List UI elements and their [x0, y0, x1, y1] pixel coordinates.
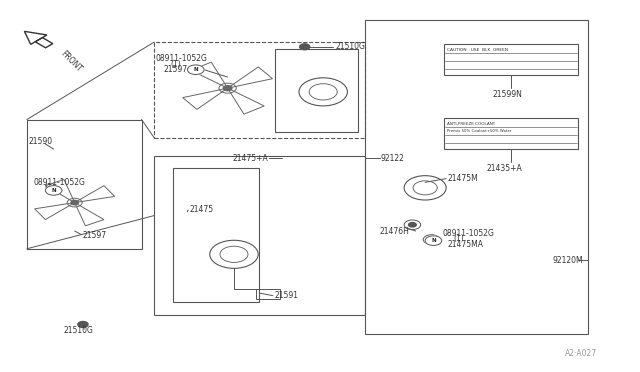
Text: N: N	[193, 67, 198, 72]
Circle shape	[408, 222, 416, 227]
Bar	[256, 289, 280, 299]
Text: 92120M: 92120M	[552, 256, 583, 265]
Bar	[154, 157, 365, 315]
Bar	[275, 49, 358, 132]
Text: N: N	[51, 188, 56, 193]
Text: CAUTION   USE  BLK  GREEN: CAUTION USE BLK GREEN	[447, 48, 509, 52]
Circle shape	[300, 44, 310, 50]
Text: (1): (1)	[45, 183, 56, 192]
Text: N: N	[431, 238, 436, 243]
Text: FRONT: FRONT	[59, 49, 83, 74]
Bar	[444, 44, 578, 75]
Text: (1): (1)	[454, 234, 465, 243]
Text: 21597: 21597	[83, 231, 107, 240]
Circle shape	[78, 321, 88, 327]
Text: 21590: 21590	[28, 137, 52, 146]
Bar	[444, 118, 578, 149]
Text: 08911-1052G: 08911-1052G	[33, 178, 85, 187]
Text: 08911-1052G: 08911-1052G	[156, 54, 207, 63]
Circle shape	[71, 201, 78, 205]
Circle shape	[425, 236, 442, 246]
Text: 21510G: 21510G	[64, 326, 93, 335]
Text: 21510G: 21510G	[336, 42, 366, 51]
Bar	[27, 119, 141, 249]
Text: 21599N: 21599N	[492, 90, 522, 99]
Text: A2·A027: A2·A027	[565, 350, 597, 359]
Circle shape	[188, 65, 204, 74]
Text: 21475M: 21475M	[447, 174, 478, 183]
Bar	[154, 42, 365, 138]
Circle shape	[428, 237, 435, 242]
Bar	[173, 167, 259, 302]
Text: (1): (1)	[170, 60, 181, 69]
Circle shape	[223, 86, 232, 91]
Text: 21476H: 21476H	[380, 227, 409, 235]
Text: 21435+A: 21435+A	[487, 164, 523, 173]
Text: 21597+A: 21597+A	[164, 65, 200, 74]
Text: 08911-1052G: 08911-1052G	[442, 229, 494, 238]
Bar	[365, 20, 588, 334]
Text: 21475: 21475	[189, 205, 214, 215]
Text: ANTI-FREEZE COOLANT: ANTI-FREEZE COOLANT	[447, 122, 496, 126]
Text: Premix 50% Coolant+50% Water: Premix 50% Coolant+50% Water	[447, 129, 512, 133]
Circle shape	[45, 186, 62, 195]
Text: 21475MA: 21475MA	[447, 240, 483, 249]
Text: 21475+A: 21475+A	[233, 154, 268, 163]
Text: 92122: 92122	[381, 154, 404, 163]
Text: 21591: 21591	[274, 291, 298, 300]
